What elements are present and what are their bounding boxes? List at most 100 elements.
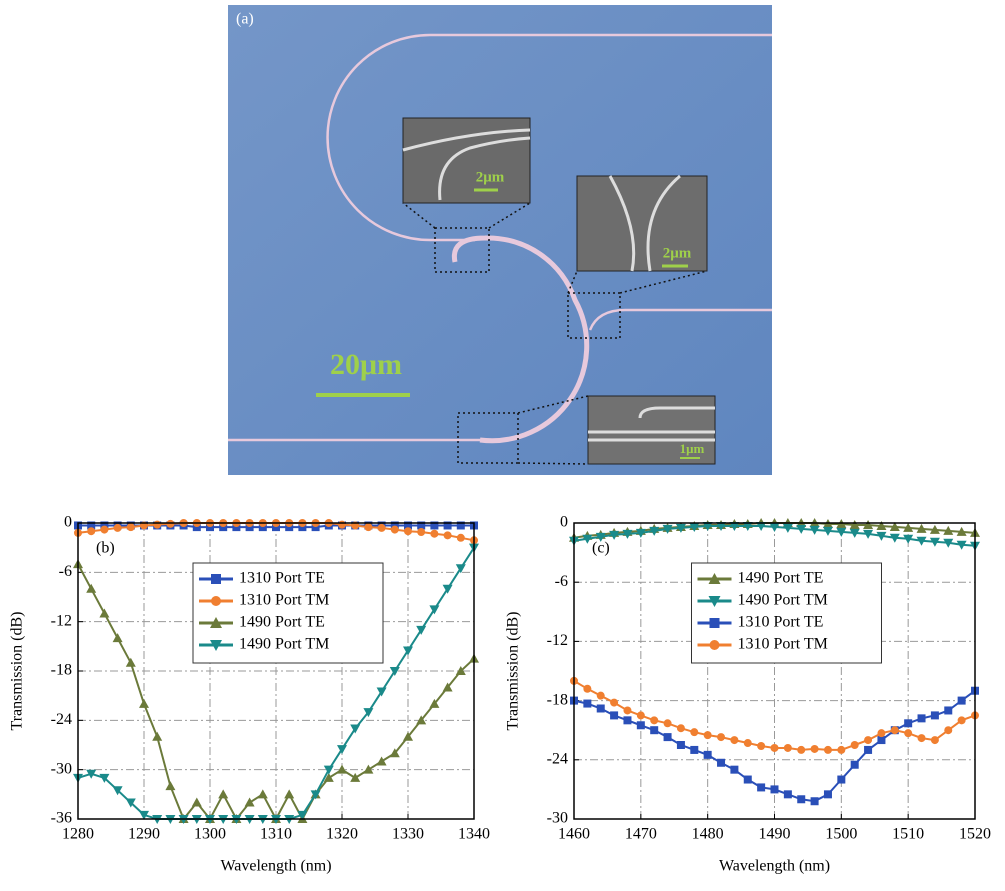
marker (703, 731, 712, 740)
marker (285, 523, 294, 532)
marker (957, 716, 966, 725)
marker (757, 741, 766, 750)
marker (877, 729, 886, 738)
marker (730, 736, 739, 745)
marker (416, 625, 427, 635)
marker (757, 783, 766, 792)
x-tick-label: 1520 (959, 826, 991, 843)
marker (100, 521, 109, 530)
marker (610, 698, 619, 707)
legend-label: 1310 Port TE (239, 570, 325, 587)
marker (166, 519, 175, 528)
marker (376, 756, 387, 766)
legend-label: 1310 Port TE (738, 614, 824, 631)
marker (113, 523, 122, 532)
marker (943, 525, 954, 535)
marker (310, 790, 321, 800)
marker (770, 743, 779, 752)
marker (389, 667, 400, 676)
waveguide (588, 308, 772, 331)
marker (689, 522, 700, 532)
marker (389, 748, 400, 758)
marker (849, 519, 860, 529)
marker (743, 739, 752, 748)
x-axis-label: Wavelength (nm) (719, 858, 830, 875)
panel-label: (a) (236, 11, 254, 28)
marker (582, 534, 593, 544)
marker (192, 523, 201, 532)
marker (663, 733, 672, 742)
x-axis-label: Wavelength (nm) (220, 858, 331, 875)
marker (889, 521, 900, 531)
marker (717, 733, 726, 742)
legend-label: 1490 Port TE (239, 614, 325, 631)
marker (443, 531, 452, 540)
legend-label: 1310 Port TM (738, 636, 828, 653)
panel-label: (c) (592, 540, 610, 557)
marker (650, 726, 659, 735)
marker (836, 527, 847, 537)
x-tick-label: 1290 (128, 826, 160, 843)
marker (390, 525, 399, 534)
legend-label: 1310 Port TM (239, 592, 329, 609)
marker (99, 773, 110, 783)
marker (139, 810, 149, 820)
marker (716, 521, 727, 531)
y-axis-label: Transmission (dB) (505, 612, 522, 731)
marker (635, 528, 646, 538)
marker (876, 520, 887, 530)
marker (298, 523, 307, 532)
marker (916, 536, 927, 546)
plot-frame (573, 522, 976, 820)
marker (956, 540, 967, 550)
y-tick-label: -30 (51, 760, 72, 777)
marker (690, 728, 699, 737)
marker (87, 527, 96, 536)
marker (125, 798, 136, 808)
marker (455, 564, 466, 574)
legend-marker (211, 574, 221, 584)
marker (87, 521, 96, 530)
x-tick-label: 1340 (458, 826, 490, 843)
marker (636, 721, 645, 730)
marker (403, 731, 413, 741)
marker (429, 698, 440, 708)
marker (623, 706, 632, 715)
marker (623, 716, 632, 725)
micrograph: (a) 20μm 2μm 2μm 1μm (228, 5, 772, 475)
marker (876, 531, 887, 541)
marker (837, 745, 846, 754)
marker (311, 523, 320, 532)
y-tick-label: 0 (64, 514, 72, 531)
y-tick-label: -24 (547, 750, 568, 767)
x-tick-label: 1510 (892, 826, 924, 843)
marker (930, 711, 939, 720)
scale-bar-label: 2μm (476, 169, 505, 185)
marker (797, 745, 806, 754)
marker (810, 797, 819, 806)
ring-waveguide (451, 235, 590, 444)
marker (112, 786, 123, 796)
marker (797, 795, 806, 804)
marker (258, 523, 267, 532)
marker (943, 538, 954, 548)
marker (837, 775, 846, 784)
waveguide (326, 33, 772, 242)
marker (443, 521, 452, 530)
marker (191, 797, 202, 807)
marker (863, 519, 874, 529)
marker (650, 716, 659, 725)
marker (337, 764, 347, 774)
marker (622, 529, 633, 539)
marker (717, 758, 726, 767)
marker (850, 760, 859, 769)
marker (323, 765, 334, 775)
marker (376, 687, 387, 697)
scale-bar-label: 2μm (663, 245, 692, 261)
marker (403, 646, 413, 656)
marker (864, 736, 873, 745)
x-tick-label: 1310 (260, 826, 292, 843)
legend-marker (211, 596, 221, 606)
marker (743, 775, 752, 784)
